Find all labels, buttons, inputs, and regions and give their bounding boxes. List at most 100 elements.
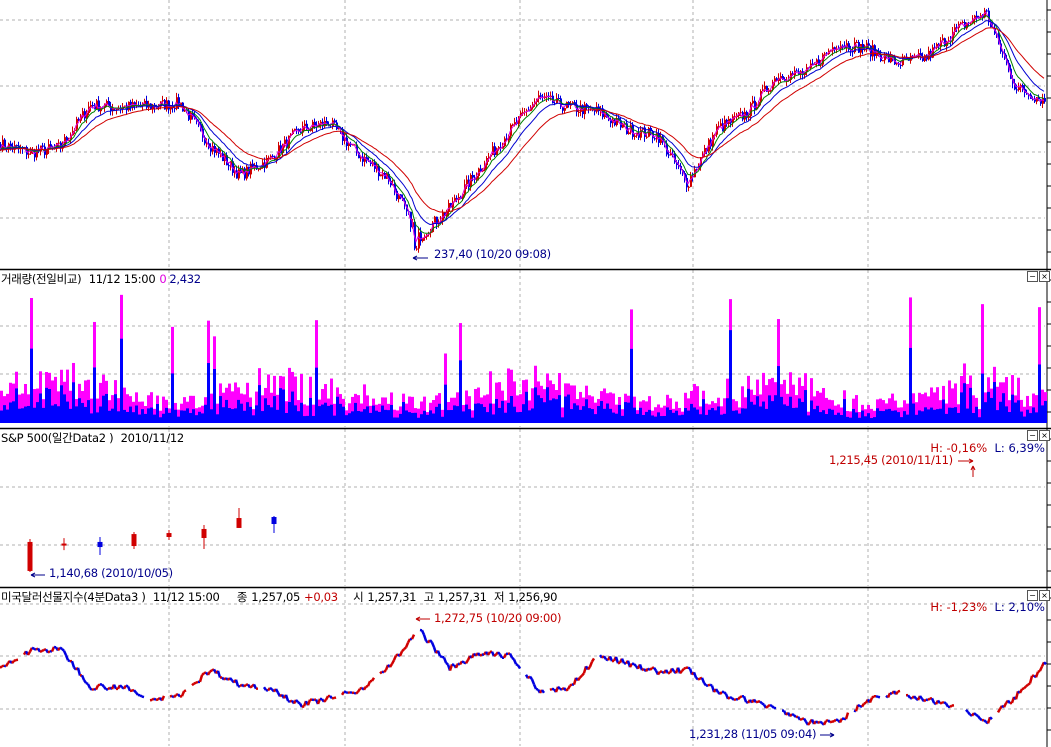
price-candle	[84, 111, 86, 119]
dollar-price-segment	[965, 709, 969, 713]
dollar-price-segment	[516, 664, 522, 670]
volume-bar-current	[540, 398, 543, 423]
volume-bar-prev	[357, 395, 360, 423]
dollar-price-segment	[241, 683, 245, 688]
volume-bar-current	[573, 403, 576, 423]
volume-bar-current	[723, 413, 726, 423]
price-candle	[358, 152, 360, 159]
volume-bar-current	[501, 400, 504, 423]
dollar-price-segment	[345, 691, 349, 695]
ma-long-line	[0, 20, 1045, 226]
volume-bar-prev	[417, 408, 420, 423]
price-candle	[724, 119, 726, 131]
price-candle	[820, 64, 822, 66]
volume-bar-current	[1026, 409, 1029, 423]
price-candle	[522, 112, 524, 114]
volume-bar-current	[648, 409, 651, 423]
dollar-price-segment	[262, 686, 268, 691]
dollar-price-segment	[239, 683, 243, 688]
volume-bar-current	[717, 406, 720, 423]
volume-bar-current	[429, 410, 432, 423]
volume-bar-current	[933, 409, 936, 423]
dollar-price-segment	[759, 700, 763, 705]
minimize-panel-button[interactable]: −	[1027, 271, 1038, 282]
volume-bar-prev	[90, 398, 93, 423]
volume-bar-prev	[162, 396, 165, 423]
volume-bar-prev	[216, 403, 219, 423]
dollar-price-segment	[875, 695, 879, 699]
volume-bar-prev	[531, 388, 534, 423]
volume-bar-prev	[879, 398, 882, 423]
dollar-open-label: 시	[353, 590, 364, 604]
minimize-panel-button[interactable]: −	[1027, 430, 1038, 441]
volume-bar-prev	[741, 386, 744, 423]
close-panel-button[interactable]: ×	[1039, 271, 1050, 282]
volume-bar-current	[282, 389, 285, 423]
dollar-price-segment	[301, 705, 305, 709]
dollar-price-segment	[201, 672, 205, 677]
volume-bar-current	[600, 401, 603, 423]
volume-bar-current	[126, 411, 129, 423]
price-candle	[670, 153, 672, 156]
volume-bar-prev	[486, 394, 489, 423]
volume-bar-prev	[312, 404, 315, 423]
volume-bar-current	[678, 415, 681, 423]
dollar-price-segment	[203, 671, 207, 675]
volume-bar-current	[294, 405, 297, 423]
volume-bar-current	[705, 414, 708, 423]
dollar-price-segment	[80, 674, 86, 681]
volume-bar-current	[27, 405, 30, 423]
volume-bar-current	[672, 412, 675, 423]
volume-bar-prev	[561, 407, 564, 423]
dollar-price-segment	[356, 688, 362, 693]
price-candle	[690, 176, 692, 187]
volume-bar-prev	[54, 376, 57, 423]
volume-bar-current	[555, 399, 558, 423]
dollar-price-segment	[683, 666, 687, 670]
dollar-price-segment	[461, 660, 465, 664]
dollar-price-segment	[742, 695, 748, 703]
price-candle	[16, 145, 18, 147]
volume-bar-current	[198, 411, 201, 423]
price-candle	[564, 108, 566, 111]
price-candle	[494, 146, 496, 156]
price-candle	[540, 95, 542, 97]
price-candle	[982, 15, 984, 18]
volume-bar-current	[945, 413, 948, 423]
dollar-price-segment	[269, 686, 273, 691]
volume-bar-current	[795, 407, 798, 423]
dollar-price-segment	[404, 642, 410, 648]
volume-bar-current	[135, 405, 138, 423]
price-candle	[674, 153, 676, 163]
dollar-price-segment	[1018, 688, 1024, 694]
volume-bar-current	[309, 397, 312, 423]
volume-bar-current	[504, 412, 507, 423]
price-candle	[848, 43, 850, 50]
volume-bar-current	[234, 408, 237, 423]
volume-bar-current	[615, 413, 618, 423]
volume-bar-prev	[189, 395, 192, 423]
close-panel-button[interactable]: ×	[1039, 590, 1050, 601]
volume-bar-prev	[966, 383, 969, 423]
price-candle	[174, 108, 176, 110]
dollar-price-segment	[703, 682, 707, 687]
dollar-price-segment	[530, 678, 536, 685]
price-candle	[1014, 83, 1016, 90]
price-candle	[70, 135, 72, 140]
dollar-price-segment	[398, 650, 404, 657]
dollar-price-segment	[70, 660, 76, 668]
volume-bar-current	[804, 390, 807, 423]
volume-bar-current	[813, 409, 816, 423]
price-candle	[178, 97, 180, 107]
volume-bar-prev	[921, 394, 924, 423]
price-candle	[782, 76, 784, 79]
minimize-panel-button[interactable]: −	[1027, 590, 1038, 601]
volume-bar-current	[1044, 400, 1047, 423]
price-candle	[838, 48, 840, 50]
dollar-price-segment	[401, 648, 405, 653]
close-panel-button[interactable]: ×	[1039, 430, 1050, 441]
volume-bar-current	[408, 412, 411, 423]
dollar-price-segment	[333, 696, 337, 700]
volume-bar-current	[951, 407, 954, 423]
volume-bar-prev	[825, 397, 828, 423]
